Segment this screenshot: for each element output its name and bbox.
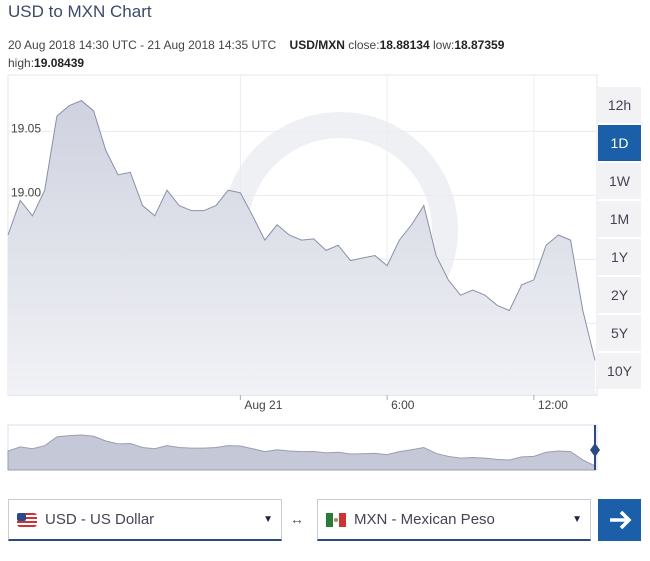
y-tick-label: 19.00 [11,185,41,199]
title: USD to MXN Chart [8,2,152,21]
low-label: low: [432,38,455,52]
mx-flag [326,512,346,527]
from-currency: USD - US Dollar [45,511,155,528]
pair: USD/MXN [289,38,345,52]
range-button[interactable]: 12h [598,87,641,125]
close-label: close: [348,38,380,52]
close: 18.88134 [379,38,430,52]
high: 19.08439 [34,56,85,70]
us-flag [17,512,37,527]
navigator-area [7,434,596,471]
area [8,100,596,395]
low: 18.87359 [454,38,505,52]
swap[interactable]: ↔ [290,511,304,527]
x-tick-label: 12:00 [538,398,568,412]
range-button[interactable]: 1Y [598,239,641,277]
convert-button[interactable] [598,499,641,541]
x-tick-label: Aug 21 [244,398,282,412]
to-currency: MXN - Mexican Peso [354,511,495,528]
y-tick-label: 19.05 [11,121,41,135]
range-button[interactable]: 1D [598,125,641,163]
range-button[interactable]: 1M [598,201,641,239]
range-button[interactable]: 5Y [598,315,641,353]
arrow-icon [610,510,632,530]
high-label: high: [8,56,35,70]
range-button[interactable]: 10Y [598,353,641,391]
range-button[interactable]: 1W [598,163,641,201]
to-select[interactable]: MXN - Mexican Peso ▼ [317,499,591,541]
from-select[interactable]: USD - US Dollar ▼ [8,499,282,541]
info: 20 Aug 2018 14:30 UTC - 21 Aug 2018 14:3… [8,36,648,72]
line [7,100,596,361]
navigator-grip [590,443,600,457]
header: USD to MXN Chart 20 Aug 2018 14:30 UTC -… [8,2,648,72]
period: 20 Aug 2018 14:30 UTC - 21 Aug 2018 14:3… [8,38,277,52]
range-button[interactable]: 2Y [598,277,641,315]
x-tick-label: 6:00 [391,398,415,412]
